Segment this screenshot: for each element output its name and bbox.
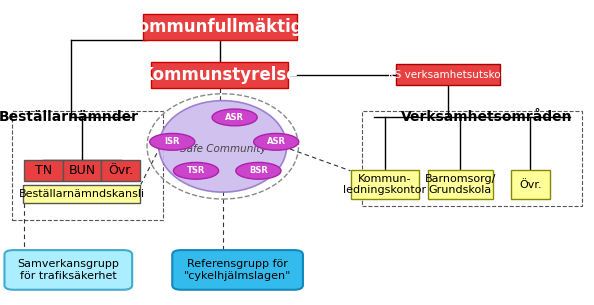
Text: ASR: ASR [225, 113, 244, 122]
FancyBboxPatch shape [143, 14, 297, 40]
Ellipse shape [212, 109, 257, 126]
Text: Samverkansgrupp
för trafiksäkerhet: Samverkansgrupp för trafiksäkerhet [17, 259, 119, 281]
Text: BUN: BUN [68, 164, 96, 177]
Text: Barnomsorg/
Grundskola: Barnomsorg/ Grundskola [425, 174, 496, 195]
Ellipse shape [173, 163, 219, 179]
FancyBboxPatch shape [63, 160, 101, 181]
FancyBboxPatch shape [24, 185, 141, 203]
Text: KS verksamhetsutskott: KS verksamhetsutskott [388, 70, 509, 80]
Text: Kommun-
ledningskontor: Kommun- ledningskontor [343, 174, 426, 195]
Text: Beställarnämndskansli: Beställarnämndskansli [19, 189, 145, 199]
Ellipse shape [150, 134, 195, 150]
Text: Kommunfullmäktige: Kommunfullmäktige [125, 18, 314, 37]
FancyBboxPatch shape [428, 170, 493, 199]
Text: Referensgrupp för
"cykelhjälmslagen": Referensgrupp för "cykelhjälmslagen" [184, 259, 291, 281]
Text: Kommunstyrelse: Kommunstyrelse [141, 66, 299, 84]
FancyBboxPatch shape [397, 64, 500, 85]
Text: Verksamhetsområden: Verksamhetsområden [402, 110, 573, 124]
Text: TSR: TSR [187, 166, 205, 175]
Text: ASR: ASR [267, 137, 286, 146]
FancyBboxPatch shape [151, 62, 288, 88]
FancyBboxPatch shape [5, 250, 132, 290]
Text: ISR: ISR [165, 137, 180, 146]
Ellipse shape [254, 134, 299, 150]
Text: Beställarnämnder: Beställarnämnder [0, 110, 138, 124]
Text: TN: TN [35, 164, 52, 177]
FancyBboxPatch shape [172, 250, 303, 290]
Text: Övr.: Övr. [108, 164, 133, 177]
Text: BSR: BSR [249, 166, 268, 175]
Text: Övr.: Övr. [519, 180, 542, 189]
FancyBboxPatch shape [511, 170, 549, 199]
FancyBboxPatch shape [350, 170, 419, 199]
FancyBboxPatch shape [101, 160, 140, 181]
Text: Safe Community: Safe Community [179, 145, 266, 154]
Ellipse shape [236, 163, 281, 179]
FancyBboxPatch shape [24, 160, 62, 181]
Ellipse shape [159, 101, 286, 192]
